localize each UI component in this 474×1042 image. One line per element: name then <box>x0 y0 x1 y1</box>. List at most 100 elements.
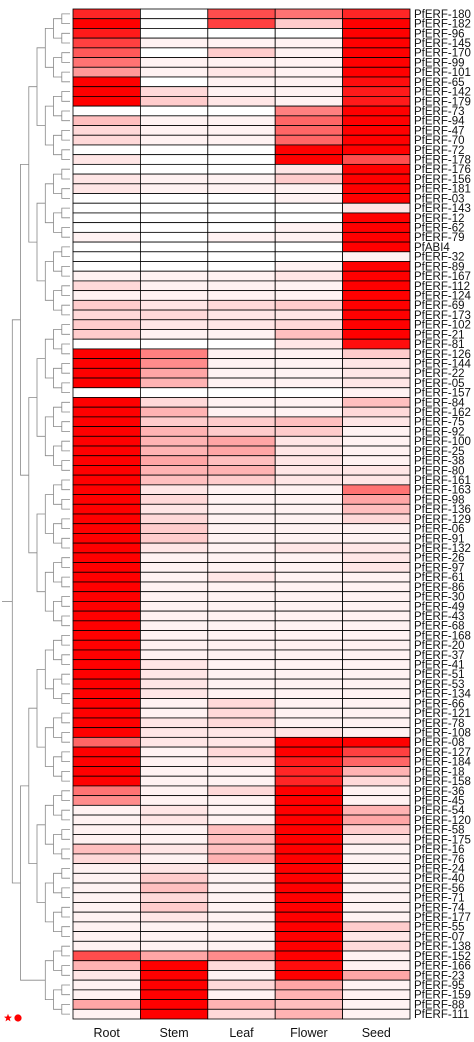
heatmap-cell <box>207 513 276 525</box>
row-label: PfERF-124 <box>414 290 471 302</box>
heatmap-cell <box>207 503 276 515</box>
heatmap-cell <box>72 309 141 321</box>
heatmap-cell <box>207 387 276 398</box>
dendrogram-branch <box>61 596 70 607</box>
row-label: PfERF-95 <box>414 980 465 992</box>
heatmap-cell <box>274 465 344 476</box>
heatmap-cell <box>72 668 141 680</box>
heatmap-cell <box>207 280 276 292</box>
dendrogram-branch <box>61 790 70 801</box>
heatmap-cell <box>139 18 209 29</box>
heatmap-cell <box>274 212 344 224</box>
dendrogram-branch <box>44 28 54 68</box>
dendrogram-branch <box>44 416 54 457</box>
heatmap-cell <box>274 406 344 418</box>
heatmap-cell <box>207 416 276 427</box>
row-label: PfERF-99 <box>414 57 465 69</box>
heatmap-cell <box>139 290 209 301</box>
heatmap-cell <box>342 270 411 282</box>
heatmap-cell <box>207 367 276 379</box>
row-label: PfERF-96 <box>414 28 465 40</box>
heatmap-cell <box>207 562 276 573</box>
row-label: PfERF-26 <box>414 553 465 565</box>
heatmap-cell <box>139 649 209 661</box>
heatmap-cell <box>274 960 344 971</box>
heatmap-cell <box>72 989 141 1000</box>
heatmap-cell <box>274 503 344 515</box>
heatmap-cell <box>274 698 344 709</box>
heatmap-cell <box>72 736 141 748</box>
dendrogram-branch <box>61 460 70 471</box>
heatmap-cell <box>274 562 344 573</box>
heatmap-cell <box>274 445 344 457</box>
heatmap-cell <box>342 775 411 787</box>
heatmap-cell <box>139 659 209 670</box>
dendrogram-branch <box>61 965 70 976</box>
heatmap-cell <box>207 630 276 641</box>
heatmap-cell <box>274 950 344 962</box>
row-label: PfERF-134 <box>414 689 471 701</box>
dendrogram-branch <box>53 678 62 699</box>
heatmap-cell <box>342 931 411 942</box>
row-label: PfERF-70 <box>414 135 465 147</box>
heatmap-cell <box>207 96 276 107</box>
heatmap-cell <box>274 319 344 330</box>
heatmap-cell <box>72 999 141 1010</box>
heatmap-cell <box>207 348 276 360</box>
legend-markers <box>4 1013 22 1022</box>
heatmap-cell <box>139 105 209 117</box>
heatmap-cell <box>274 426 344 437</box>
heatmap-cell <box>342 872 411 884</box>
heatmap-cell <box>207 338 276 350</box>
dendrogram-branch <box>61 188 70 199</box>
heatmap-cell <box>342 96 411 107</box>
heatmap-cell <box>72 872 141 884</box>
heatmap-cell <box>72 231 141 243</box>
heatmap-cell <box>342 785 411 797</box>
heatmap-cell <box>342 57 411 68</box>
row-label: PfERF-120 <box>414 815 471 827</box>
heatmap-cell <box>139 377 209 389</box>
dendrogram-branch <box>53 484 62 505</box>
heatmap-cell <box>72 115 141 126</box>
column-label: Flower <box>290 1026 328 1040</box>
dendrogram-branch <box>61 130 70 141</box>
heatmap-cell <box>72 853 141 865</box>
heatmap-cell <box>274 8 344 20</box>
heatmap-cell <box>72 1008 141 1020</box>
dendrogram-branch <box>61 732 70 743</box>
heatmap-cell <box>342 251 411 262</box>
row-label: PfERF-92 <box>414 426 465 438</box>
heatmap-cell <box>274 678 344 690</box>
heatmap-cell <box>342 688 411 699</box>
heatmap-cell <box>139 921 209 932</box>
heatmap-cell <box>342 1008 411 1020</box>
heatmap-cell <box>139 280 209 292</box>
heatmap-cell <box>139 911 209 923</box>
heatmap-cell <box>342 533 411 544</box>
heatmap-cell <box>207 678 276 690</box>
heatmap-cell <box>274 863 344 874</box>
heatmap-cell <box>139 183 209 194</box>
heatmap-cell <box>342 397 411 408</box>
dendrogram-branch <box>61 576 70 588</box>
heatmap-cell <box>274 435 344 447</box>
heatmap-cell <box>72 280 141 292</box>
dendrogram-branch <box>61 324 70 335</box>
heatmap-cell <box>72 290 141 301</box>
heatmap-cell <box>274 931 344 942</box>
dendrogram-branch <box>61 887 70 898</box>
row-label: PfERF-05 <box>414 378 465 390</box>
column-label: Root <box>93 1026 120 1040</box>
heatmap-cell <box>139 309 209 321</box>
heatmap-cell <box>342 756 411 767</box>
heatmap-cell <box>139 76 209 88</box>
dendrogram-branch <box>61 304 70 316</box>
heatmap-cell <box>342 581 411 593</box>
heatmap-cell <box>274 542 344 554</box>
heatmap-cell <box>207 795 276 806</box>
dendrogram-branch <box>61 32 70 44</box>
heatmap-cell <box>72 766 141 777</box>
heatmap-cell <box>342 630 411 641</box>
heatmap-cell <box>72 144 141 156</box>
